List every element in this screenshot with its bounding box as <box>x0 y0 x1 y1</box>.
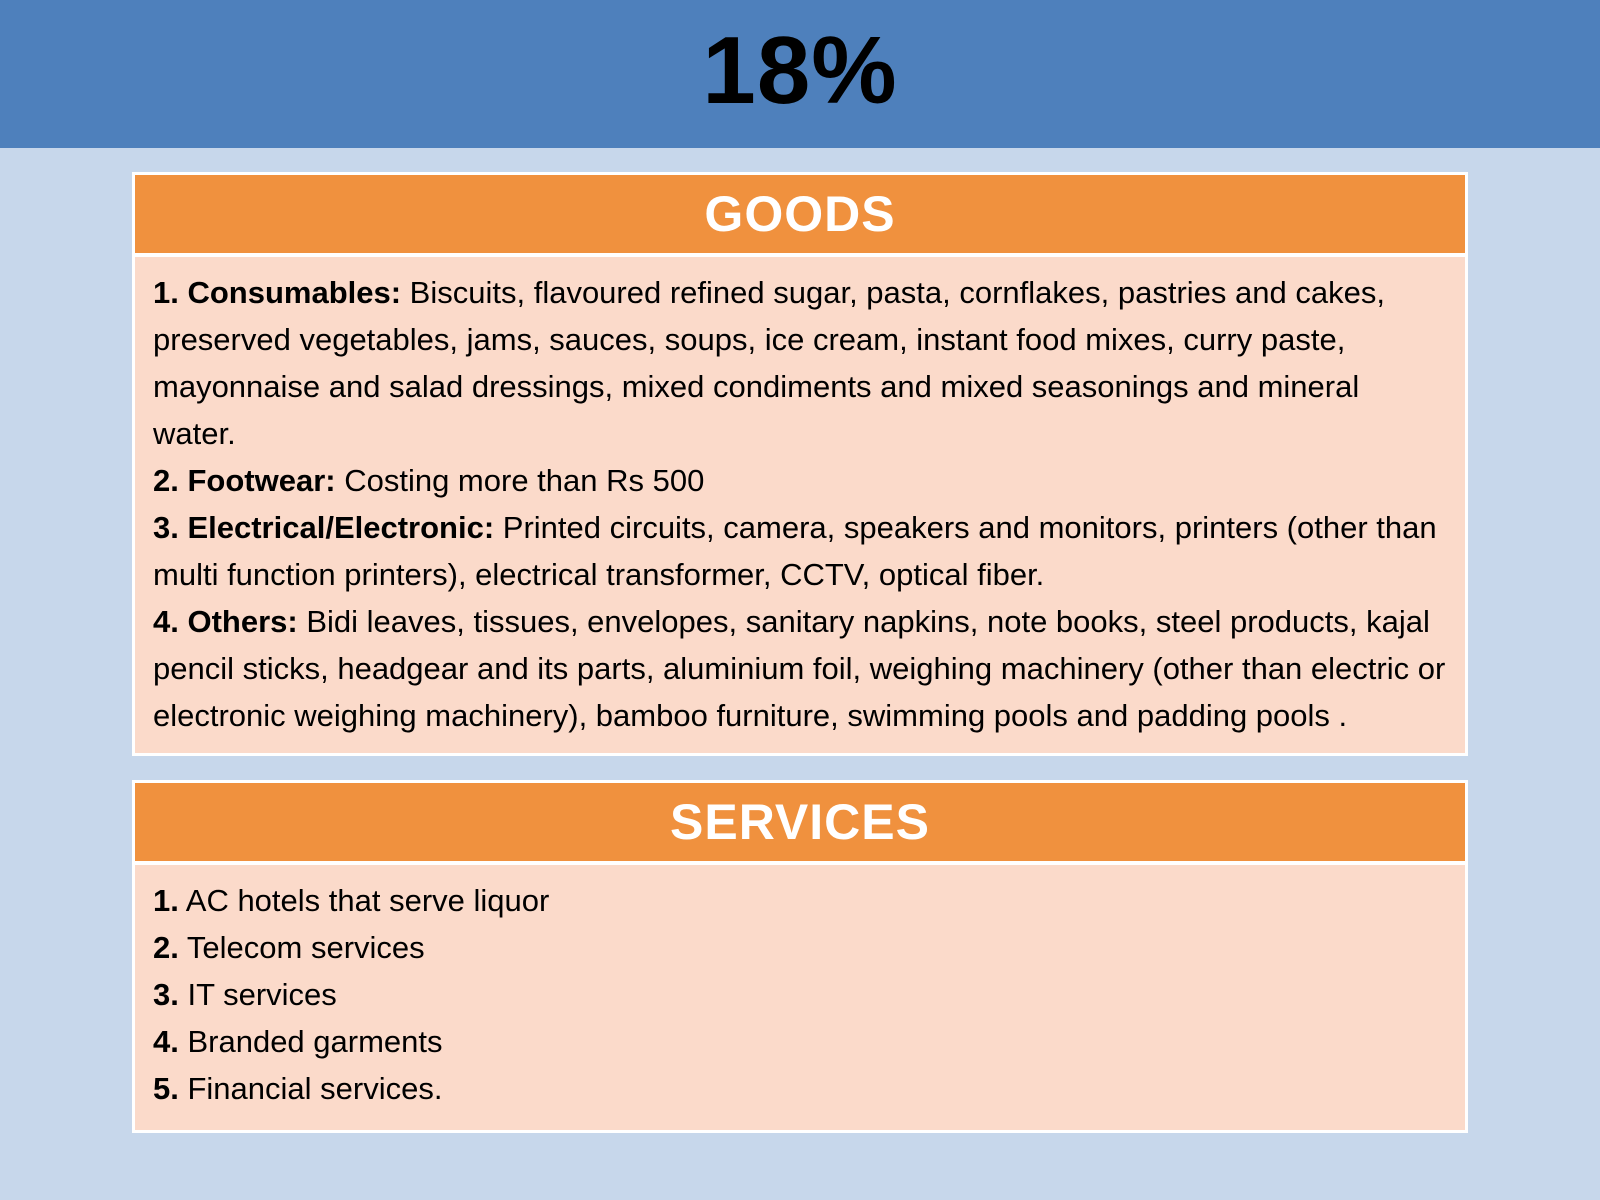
page-title: 18% <box>702 17 898 124</box>
goods-item-consumables: 1. Consumables: Biscuits, flavoured refi… <box>153 269 1447 457</box>
services-item-garments: 4. Branded garments <box>153 1018 1447 1065</box>
item-label: 2. <box>153 930 179 965</box>
item-text: Financial services. <box>178 1071 443 1106</box>
item-text: Biscuits, flavoured refined sugar, pasta… <box>153 275 1385 451</box>
item-text: IT services <box>178 977 337 1012</box>
services-header: SERVICES <box>135 783 1465 865</box>
item-label: 1. Consumables: <box>153 275 402 310</box>
title-banner: 18% <box>0 0 1600 148</box>
goods-body: 1. Consumables: Biscuits, flavoured refi… <box>135 257 1465 753</box>
goods-header: GOODS <box>135 175 1465 257</box>
goods-item-others: 4. Others: Bidi leaves, tissues, envelop… <box>153 598 1447 739</box>
services-panel: SERVICES 1. AC hotels that serve liquor … <box>132 780 1468 1133</box>
services-item-hotels: 1. AC hotels that serve liquor <box>153 877 1447 924</box>
services-header-label: SERVICES <box>670 794 930 850</box>
goods-item-electrical: 3. Electrical/Electronic: Printed circui… <box>153 504 1447 598</box>
services-item-telecom: 2. Telecom services <box>153 924 1447 971</box>
item-text: AC hotels that serve liquor <box>178 883 550 918</box>
item-text: Bidi leaves, tissues, envelopes, sanitar… <box>153 604 1446 733</box>
item-label: 5. <box>153 1071 179 1106</box>
item-label: 3. Electrical/Electronic: <box>153 510 495 545</box>
item-text: Printed circuits, camera, speakers and m… <box>153 510 1437 592</box>
item-text: Costing more than Rs 500 <box>335 463 705 498</box>
services-item-it: 3. IT services <box>153 971 1447 1018</box>
services-body: 1. AC hotels that serve liquor 2. Teleco… <box>135 865 1465 1130</box>
goods-header-label: GOODS <box>704 186 896 242</box>
item-label: 1. <box>153 883 179 918</box>
item-text: Telecom services <box>178 930 425 965</box>
item-label: 4. Others: <box>153 604 298 639</box>
item-label: 2. Footwear: <box>153 463 336 498</box>
content-area: GOODS 1. Consumables: Biscuits, flavoure… <box>0 148 1600 1133</box>
item-label: 4. <box>153 1024 179 1059</box>
goods-panel: GOODS 1. Consumables: Biscuits, flavoure… <box>132 172 1468 756</box>
services-item-financial: 5. Financial services. <box>153 1065 1447 1112</box>
item-text: Branded garments <box>178 1024 443 1059</box>
item-label: 3. <box>153 977 179 1012</box>
goods-item-footwear: 2. Footwear: Costing more than Rs 500 <box>153 457 1447 504</box>
